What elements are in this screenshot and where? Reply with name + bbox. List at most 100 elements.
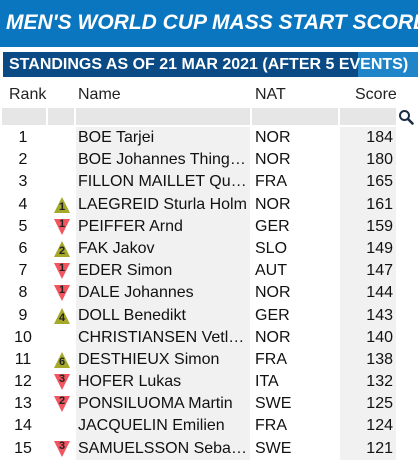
cell-shade [76, 326, 250, 349]
score-cell: 180 [366, 151, 393, 169]
table-row[interactable]: 6 FAK Jakov SLO 149 2 [0, 237, 418, 261]
rank-cell: 2 [18, 151, 28, 169]
score-cell: 124 [366, 417, 393, 435]
cell-shade [340, 415, 396, 438]
rank-change-value: 3 [58, 439, 66, 452]
column-header-nat[interactable]: NAT [255, 86, 286, 103]
athlete-name: PONSILUOMA Martin [78, 395, 233, 413]
rank-down-icon: 1 [53, 262, 71, 280]
cell-shade [76, 437, 250, 460]
cell-shade [76, 260, 250, 283]
rank-cell: 10 [14, 328, 32, 346]
rank-change-value: 2 [58, 244, 66, 257]
rank-cell: 8 [18, 284, 28, 302]
score-cell: 140 [366, 328, 393, 346]
score-cell: 147 [366, 262, 393, 280]
table-row[interactable]: 1 BOE Tarjei NOR 184 [0, 127, 418, 150]
cell-shade [340, 348, 396, 372]
table-row[interactable]: 11 DESTHIEUX Simon FRA 138 6 [0, 348, 418, 372]
change-filter-input[interactable] [48, 108, 74, 125]
athlete-name: DESTHIEUX Simon [78, 350, 220, 368]
athlete-name: EDER Simon [78, 262, 173, 280]
nation-code: SWE [255, 395, 292, 413]
rank-up-icon: 1 [53, 196, 71, 214]
table-row[interactable]: 8 DALE Johannes NOR 144 1 [0, 282, 418, 305]
nation-code: GER [255, 306, 290, 324]
score-filter-input[interactable] [340, 108, 396, 125]
column-header-score[interactable]: Score [355, 86, 397, 103]
rank-change-value: 1 [58, 217, 66, 230]
column-header-rank[interactable]: Rank [9, 86, 47, 103]
athlete-name: SAMUELSSON Sebastian [78, 439, 250, 457]
score-cell: 132 [366, 373, 393, 391]
rank-cell: 3 [18, 173, 28, 191]
nation-code: NOR [255, 129, 291, 146]
cell-shade [76, 149, 250, 172]
rank-down-icon: 3 [53, 373, 71, 391]
cell-shade [340, 193, 396, 216]
table-row[interactable]: 10 CHRISTIANSEN Vetle S... NOR 140 [0, 326, 418, 349]
rank-down-icon: 2 [53, 395, 71, 413]
rank-cell: 15 [14, 439, 32, 457]
cell-shade [76, 282, 250, 305]
nation-code: NOR [255, 151, 291, 169]
cell-shade [340, 260, 396, 283]
rank-change-value: 1 [58, 284, 66, 297]
cell-shade [76, 371, 250, 394]
rank-cell: 6 [18, 239, 28, 257]
cell-shade [76, 237, 250, 261]
rank-filter-input[interactable] [2, 108, 46, 125]
table-row[interactable]: 12 HOFER Lukas ITA 132 3 [0, 371, 418, 394]
athlete-name: BOE Tarjei [78, 129, 155, 146]
cell-shade [340, 437, 396, 460]
athlete-name: FAK Jakov [78, 239, 155, 257]
rank-down-icon: 1 [53, 218, 71, 236]
rank-down-icon: 1 [53, 284, 71, 302]
search-icon[interactable] [398, 109, 414, 125]
cell-shade [340, 215, 396, 238]
nation-code: SLO [255, 239, 288, 257]
table-row[interactable]: 13 PONSILUOMA Martin SWE 125 2 [0, 393, 418, 416]
score-cell: 125 [366, 395, 393, 413]
nation-code: NOR [255, 195, 291, 213]
score-cell: 165 [366, 173, 393, 191]
table-row[interactable]: 3 FILLON MAILLET Quentin FRA 165 [0, 171, 418, 194]
cell-shade [76, 127, 250, 150]
nat-filter-input[interactable] [252, 108, 338, 125]
column-header-name[interactable]: Name [78, 86, 121, 103]
score-cell: 144 [366, 284, 393, 302]
score-cell: 161 [366, 195, 393, 213]
cell-shade [340, 171, 396, 194]
nation-code: NOR [255, 284, 291, 302]
table-row[interactable]: 9 DOLL Benedikt GER 143 4 [0, 304, 418, 327]
table-row[interactable]: 7 EDER Simon AUT 147 1 [0, 260, 418, 283]
athlete-name: LAEGREID Sturla Holm [78, 195, 247, 213]
rank-cell: 13 [14, 395, 32, 413]
nation-code: ITA [255, 373, 279, 391]
athlete-name: BOE Johannes Thingnes [78, 151, 250, 169]
score-cell: 184 [366, 129, 393, 146]
cell-shade [340, 393, 396, 416]
athlete-name: DALE Johannes [78, 284, 194, 302]
standings-subtitle: STANDINGS AS OF 21 MAR 2021 (AFTER 5 EVE… [9, 56, 409, 73]
table-row[interactable]: 14 JACQUELIN Emilien FRA 124 [0, 415, 418, 438]
name-filter-input[interactable] [76, 108, 250, 125]
rank-up-icon: 2 [53, 240, 71, 258]
rank-cell: 4 [18, 195, 28, 213]
cell-shade [76, 193, 250, 216]
nation-code: FRA [255, 350, 287, 368]
athlete-name: CHRISTIANSEN Vetle S... [78, 328, 250, 346]
score-cell: 143 [366, 306, 393, 324]
table-row[interactable]: 4 LAEGREID Sturla Holm NOR 161 1 [0, 193, 418, 216]
cell-shade [340, 326, 396, 349]
table-row[interactable]: 15 SAMUELSSON Sebastian SWE 121 3 [0, 437, 418, 460]
score-cell: 121 [366, 439, 393, 457]
cell-shade [76, 304, 250, 327]
nation-code: GER [255, 217, 290, 235]
rank-up-icon: 6 [53, 351, 71, 369]
cell-shade [76, 348, 250, 372]
standings-table: 1 BOE Tarjei NOR 184 2 BOE Johannes Thingnes N… [0, 127, 418, 460]
table-row[interactable]: 5 PEIFFER Arnd GER 159 1 [0, 215, 418, 238]
score-cell: 159 [366, 217, 393, 235]
table-row[interactable]: 2 BOE Johannes Thingnes NOR 180 [0, 149, 418, 172]
